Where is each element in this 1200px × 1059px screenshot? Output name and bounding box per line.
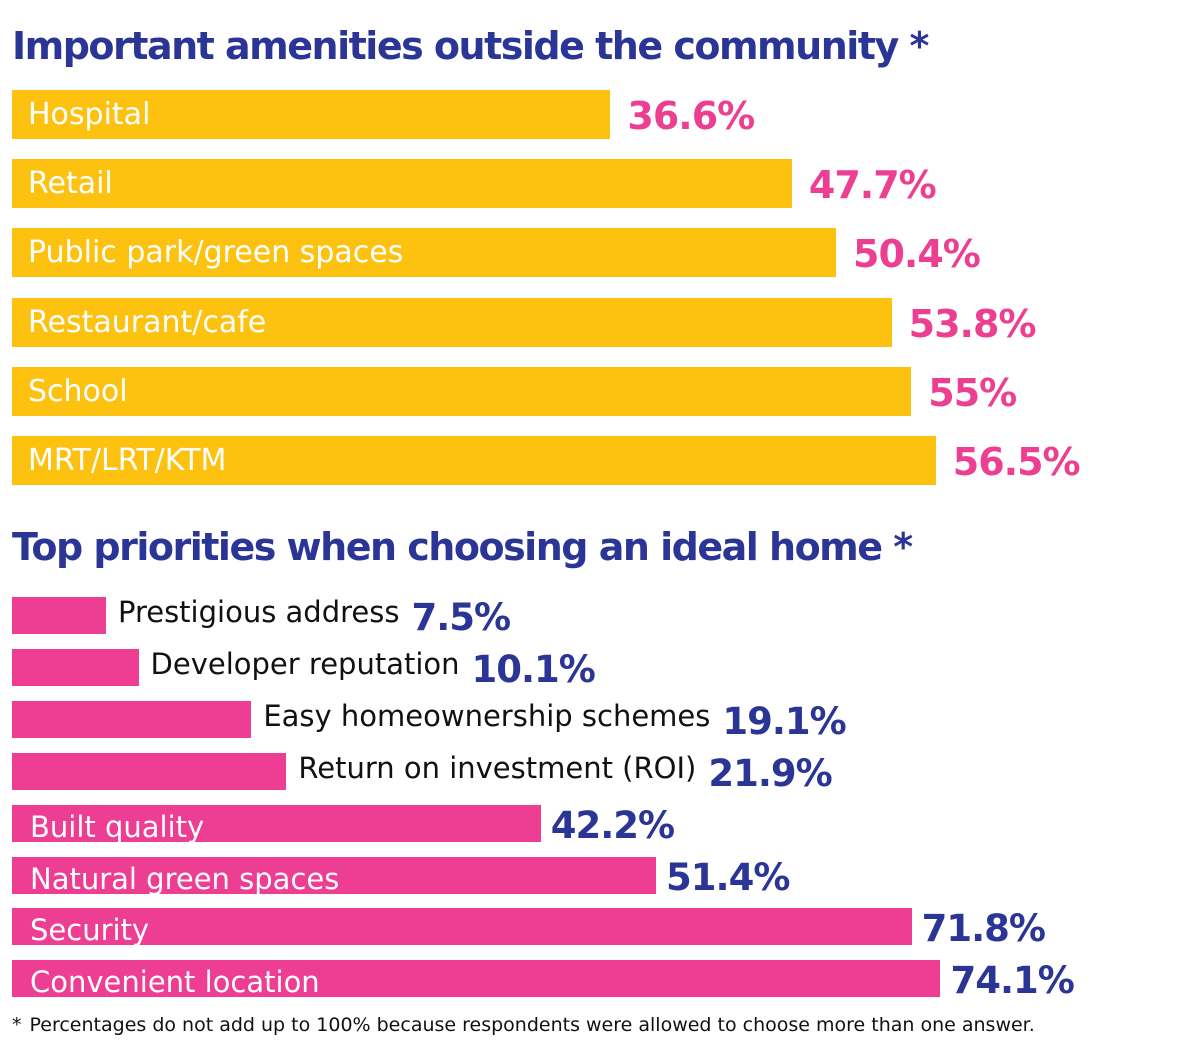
- bar-label-developer-reputation: Developer reputation: [150, 646, 460, 681]
- footnote-asterisk: *: [12, 1014, 22, 1036]
- amenities-chart-title: Important amenities outside the communit…: [12, 24, 929, 68]
- value-label-retail: 47.7%: [808, 163, 937, 208]
- bar-easy-homeownership-schemes: [12, 700, 252, 738]
- bar-label-return-on-investment-roi: Return on investment (ROI): [298, 750, 697, 785]
- bar-school: [12, 366, 912, 416]
- bar-return-on-investment-roi: [12, 752, 287, 790]
- value-label-prestigious-address: 7.5%: [411, 596, 511, 639]
- bar-label-restaurant-cafe: Restaurant/cafe: [28, 304, 267, 340]
- bar-label-prestigious-address: Prestigious address: [117, 595, 400, 629]
- amenities-bar-chart: Hospital 36.6% Retail 47.7% Public park/gree…: [0, 0, 1200, 500]
- bar-label-convenient-location: Convenient location: [30, 965, 320, 1000]
- bar-hospital: [12, 90, 611, 139]
- bar-label-easy-homeownership-schemes: Easy homeownership schemes: [263, 698, 711, 733]
- value-label-security: 71.8%: [921, 907, 1046, 951]
- bar-label-public-park-green-spaces: Public park/green spaces: [28, 235, 404, 271]
- bar-label-built-quality: Built quality: [30, 809, 205, 844]
- value-label-convenient-location: 74.1%: [950, 959, 1074, 1003]
- value-label-hospital: 36.6%: [627, 94, 755, 138]
- bar-prestigious-address: [12, 597, 106, 634]
- bar-mrt-lrt-ktm: [12, 436, 936, 485]
- bar-public-park-green-spaces: [12, 228, 837, 278]
- bar-label-school: School: [28, 373, 128, 409]
- value-label-restaurant-cafe: 53.8%: [908, 301, 1037, 346]
- bar-label-hospital: Hospital: [28, 97, 151, 132]
- value-label-mrt-lrt-ktm: 56.5%: [952, 440, 1081, 484]
- bar-developer-reputation: [12, 648, 139, 686]
- value-label-public-park-green-spaces: 50.4%: [853, 232, 981, 277]
- bar-convenient-location: [12, 960, 941, 998]
- bar-label-mrt-lrt-ktm: MRT/LRT/KTM: [28, 443, 227, 478]
- value-label-natural-green-spaces: 51.4%: [666, 855, 790, 899]
- value-label-return-on-investment-roi: 21.9%: [708, 751, 832, 795]
- bar-restaurant-cafe: [12, 297, 892, 347]
- bar-retail: [12, 159, 792, 209]
- bar-label-retail: Retail: [28, 166, 113, 202]
- bar-security: [12, 908, 912, 946]
- bar-built-quality: [12, 804, 541, 842]
- value-label-developer-reputation: 10.1%: [471, 647, 596, 691]
- value-label-school: 55%: [928, 370, 1017, 415]
- footnote: * Percentages do not add up to 100% becau…: [12, 1014, 1035, 1036]
- value-label-built-quality: 42.2%: [550, 803, 675, 847]
- priorities-chart-title: Top priorities when choosing an ideal ho…: [12, 525, 913, 569]
- footnote-text: Percentages do not add up to 100% becaus…: [29, 1014, 1035, 1036]
- value-label-easy-homeownership-schemes: 19.1%: [722, 699, 846, 743]
- bar-natural-green-spaces: [12, 856, 657, 894]
- bar-label-natural-green-spaces: Natural green spaces: [30, 861, 340, 896]
- bar-label-security: Security: [30, 913, 150, 948]
